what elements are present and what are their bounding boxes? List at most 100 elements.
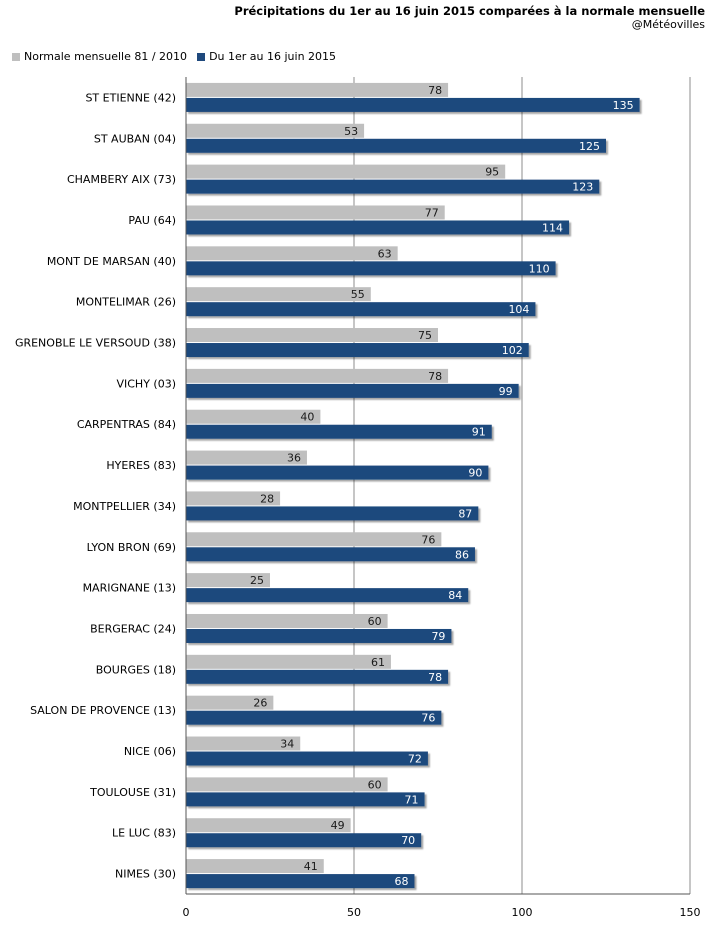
category-label-7: VICHY (03)	[116, 377, 176, 390]
data-label-normale-3: 77	[425, 206, 439, 219]
data-label-normale-17: 60	[368, 778, 382, 791]
bar-normale-19	[186, 859, 324, 874]
bar-juin-2015-14	[186, 669, 449, 684]
category-label-5: MONTELIMAR (26)	[76, 296, 176, 309]
x-tick-label-150: 150	[680, 906, 701, 919]
category-label-13: BERGERAC (24)	[90, 622, 176, 635]
bar-normale-11	[186, 532, 442, 547]
legend: Normale mensuelle 81 / 2010 Du 1er au 16…	[12, 50, 346, 63]
data-label-juin-2015-13: 79	[431, 630, 445, 643]
legend-item-juin-2015: Du 1er au 16 juin 2015	[197, 50, 336, 63]
data-label-juin-2015-18: 70	[401, 834, 415, 847]
bar-juin-2015-18	[186, 833, 422, 848]
bar-normale-2	[186, 164, 506, 179]
bar-normale-14	[186, 654, 391, 669]
data-label-normale-19: 41	[304, 860, 318, 873]
bar-normale-7	[186, 368, 449, 383]
chart-subtitle: @Météovilles	[631, 18, 705, 31]
bar-juin-2015-0	[186, 97, 640, 112]
axis-layer: 0 50 100 150	[183, 77, 701, 919]
data-label-juin-2015-10: 87	[458, 507, 472, 520]
data-label-normale-0: 78	[428, 84, 442, 97]
chart-title: Précipitations du 1er au 16 juin 2015 co…	[234, 4, 705, 18]
data-label-normale-10: 28	[260, 492, 274, 505]
data-label-juin-2015-6: 102	[502, 344, 523, 357]
x-tick-label-50: 50	[347, 906, 361, 919]
category-label-15: SALON DE PROVENCE (13)	[30, 704, 176, 717]
bar-juin-2015-13	[186, 628, 452, 643]
data-label-normale-6: 75	[418, 329, 432, 342]
bar-normale-10	[186, 491, 281, 506]
bar-juin-2015-1	[186, 138, 606, 153]
grid-layer	[353, 77, 691, 894]
data-label-normale-7: 78	[428, 370, 442, 383]
bar-normale-8	[186, 409, 321, 424]
data-label-juin-2015-2: 123	[572, 181, 593, 194]
data-label-juin-2015-3: 114	[542, 221, 563, 234]
bar-normale-4	[186, 246, 398, 261]
data-label-normale-9: 36	[287, 452, 301, 465]
data-label-normale-18: 49	[331, 819, 345, 832]
bar-normale-18	[186, 818, 351, 833]
legend-item-normale: Normale mensuelle 81 / 2010	[12, 50, 187, 63]
category-label-6: GRENOBLE LE VERSOUD (38)	[15, 337, 176, 350]
data-label-juin-2015-14: 78	[428, 671, 442, 684]
bar-juin-2015-2	[186, 179, 600, 194]
bar-juin-2015-12	[186, 588, 469, 603]
bar-juin-2015-7	[186, 383, 519, 398]
bar-juin-2015-19	[186, 874, 415, 889]
bar-normale-16	[186, 736, 301, 751]
category-label-9: HYERES (83)	[106, 459, 176, 472]
data-label-normale-15: 26	[253, 697, 267, 710]
category-label-0: ST ETIENNE (42)	[85, 91, 176, 104]
data-label-juin-2015-8: 91	[472, 426, 486, 439]
data-label-normale-8: 40	[300, 411, 314, 424]
data-label-juin-2015-1: 125	[579, 140, 600, 153]
bar-juin-2015-4	[186, 261, 556, 276]
data-label-juin-2015-15: 76	[421, 712, 435, 725]
labels-layer: ST ETIENNE (42) 78 135 ST AUBAN (04) 53 125 CH…	[15, 84, 634, 888]
bar-normale-5	[186, 287, 371, 302]
category-label-11: LYON BRON (69)	[87, 541, 176, 554]
bar-normale-13	[186, 613, 388, 628]
bar-normale-15	[186, 695, 274, 710]
data-label-normale-12: 25	[250, 574, 264, 587]
category-label-18: LE LUC (83)	[112, 827, 176, 840]
bars-layer	[186, 82, 640, 889]
category-label-2: CHAMBERY AIX (73)	[67, 173, 176, 186]
data-label-juin-2015-9: 90	[468, 467, 482, 480]
data-label-juin-2015-19: 68	[394, 875, 408, 888]
data-label-normale-4: 63	[378, 247, 392, 260]
category-label-16: NICE (06)	[124, 745, 176, 758]
category-label-12: MARIGNANE (13)	[83, 582, 176, 595]
x-tick-label-100: 100	[512, 906, 533, 919]
bar-juin-2015-9	[186, 465, 489, 480]
bar-normale-3	[186, 205, 445, 220]
category-label-3: PAU (64)	[128, 214, 176, 227]
data-label-juin-2015-16: 72	[408, 753, 422, 766]
data-label-juin-2015-7: 99	[499, 385, 513, 398]
legend-label-normale: Normale mensuelle 81 / 2010	[24, 50, 188, 63]
bar-juin-2015-3	[186, 220, 570, 235]
bar-juin-2015-5	[186, 302, 536, 317]
category-label-8: CARPENTRAS (84)	[77, 418, 176, 431]
data-label-normale-5: 55	[351, 288, 365, 301]
bar-juin-2015-17	[186, 792, 425, 807]
legend-swatch-normale	[12, 52, 20, 61]
bar-juin-2015-16	[186, 751, 428, 766]
data-label-juin-2015-4: 110	[529, 262, 550, 275]
bar-normale-9	[186, 450, 307, 465]
data-label-normale-14: 61	[371, 656, 385, 669]
data-label-normale-13: 60	[368, 615, 382, 628]
data-label-juin-2015-0: 135	[613, 99, 634, 112]
bar-juin-2015-10	[186, 506, 479, 521]
category-label-14: BOURGES (18)	[96, 663, 176, 676]
data-label-juin-2015-11: 86	[455, 548, 469, 561]
legend-swatch-juin-2015	[197, 52, 206, 61]
category-label-17: TOULOUSE (31)	[89, 786, 176, 799]
category-label-10: MONTPELLIER (34)	[73, 500, 176, 513]
data-label-juin-2015-5: 104	[508, 303, 529, 316]
bar-normale-17	[186, 777, 388, 792]
bar-normale-6	[186, 328, 438, 343]
